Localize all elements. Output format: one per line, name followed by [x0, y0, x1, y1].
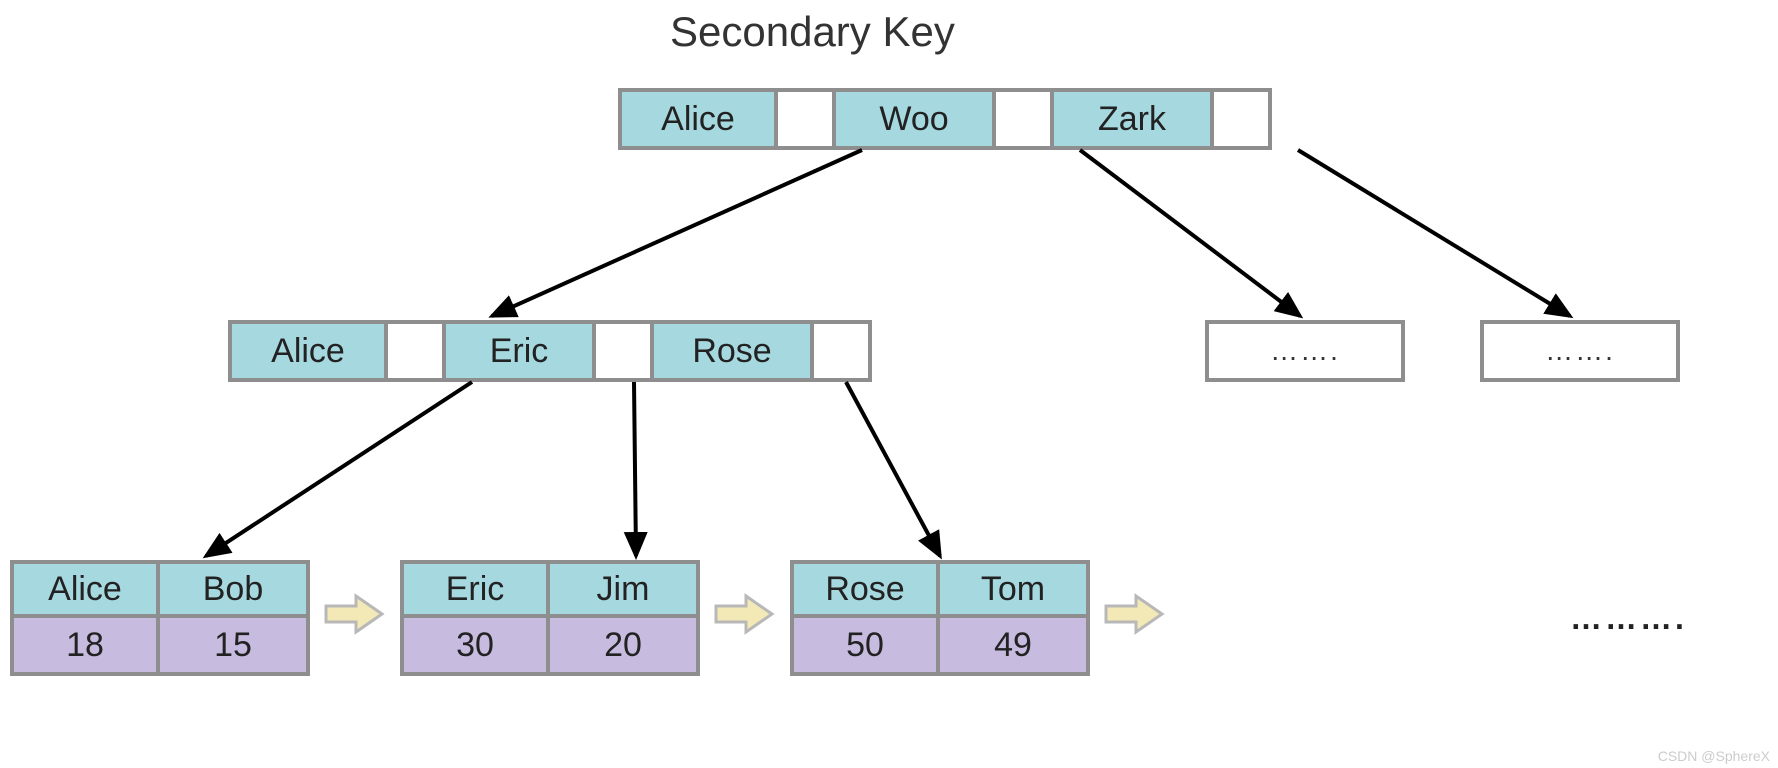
leaf2-val-0: 50	[790, 618, 940, 676]
root-ptr-2	[1214, 88, 1272, 150]
mid-ptr-0	[388, 320, 446, 382]
root-key-0: Alice	[618, 88, 778, 150]
leaf-node-2: Rose Tom 50 49	[790, 560, 1090, 676]
mid-key-2: Rose	[654, 320, 814, 382]
root-ptr-1	[996, 88, 1054, 150]
mid-ptr-1	[596, 320, 654, 382]
trailing-ellipsis: ……….	[1570, 600, 1687, 637]
leaf0-key-1: Bob	[160, 560, 310, 618]
diagram-title: Secondary Key	[670, 8, 955, 56]
root-key-1: Woo	[836, 88, 996, 150]
leaf1-val-0: 30	[400, 618, 550, 676]
leaf-node-0: Alice Bob 18 15	[10, 560, 310, 676]
leaf-node-1: Eric Jim 30 20	[400, 560, 700, 676]
leaf1-key-1: Jim	[550, 560, 700, 618]
leaf1-key-0: Eric	[400, 560, 550, 618]
leaf2-key-0: Rose	[790, 560, 940, 618]
leaf0-key-0: Alice	[10, 560, 160, 618]
mid-ptr-2	[814, 320, 872, 382]
leaf2-key-1: Tom	[940, 560, 1090, 618]
root-key-2: Zark	[1054, 88, 1214, 150]
placeholder-box-0: …….	[1205, 320, 1405, 382]
leaf0-val-1: 15	[160, 618, 310, 676]
leaf0-val-0: 18	[10, 618, 160, 676]
root-node: Alice Woo Zark	[618, 88, 1272, 150]
leaf2-val-1: 49	[940, 618, 1090, 676]
placeholder-box-1: …….	[1480, 320, 1680, 382]
root-ptr-0	[778, 88, 836, 150]
mid-key-1: Eric	[446, 320, 596, 382]
mid-key-0: Alice	[228, 320, 388, 382]
watermark: CSDN @SphereX	[1658, 748, 1770, 764]
leaf1-val-1: 20	[550, 618, 700, 676]
mid-node: Alice Eric Rose	[228, 320, 872, 382]
